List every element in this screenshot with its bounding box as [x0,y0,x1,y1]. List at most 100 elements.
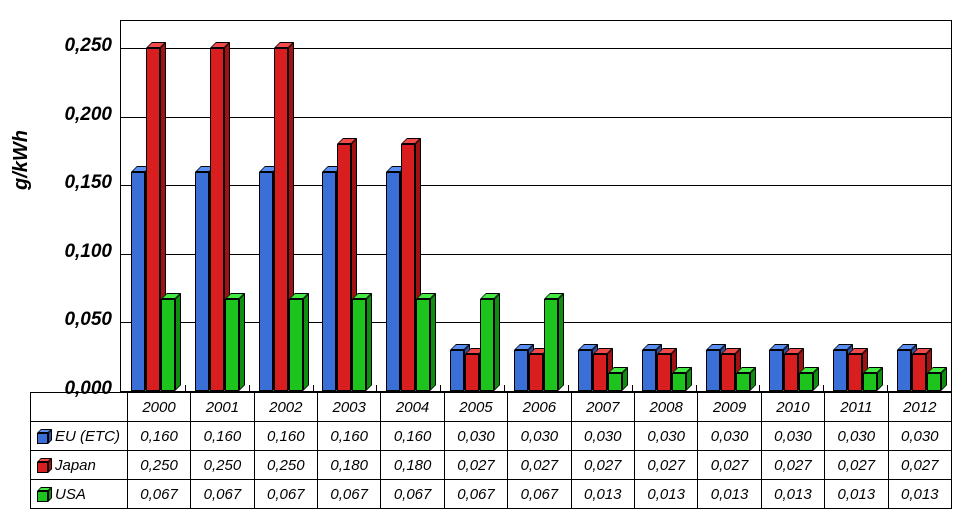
y-axis-label: g/kWh [10,130,33,190]
category-label: 2012 [888,393,951,422]
data-cell: 0,160 [254,422,317,451]
category-label: 2000 [127,393,190,422]
bar [672,367,692,391]
bar [416,293,436,391]
y-tick-label: 0,150 [52,172,112,194]
gridline [121,48,951,49]
data-cell: 0,067 [127,480,190,509]
bar [352,293,372,391]
data-cell: 0,030 [761,422,824,451]
data-table: 2000200120022003200420052006200720082009… [30,392,952,509]
gridline [121,117,951,118]
data-cell: 0,160 [381,422,444,451]
bar [480,293,500,391]
category-tick [440,385,441,391]
bar [608,367,628,391]
bar [736,367,756,391]
data-cell: 0,067 [508,480,571,509]
data-cell: 0,250 [127,451,190,480]
data-cell: 0,180 [381,451,444,480]
gridline [121,322,951,323]
data-cell: 0,250 [254,451,317,480]
category-tick [696,385,697,391]
data-cell: 0,030 [825,422,888,451]
category-label: 2009 [698,393,761,422]
category-label: 2002 [254,393,317,422]
category-label: 2001 [191,393,254,422]
legend-swatch [37,430,51,444]
data-cell: 0,250 [191,451,254,480]
y-tick-label: 0,100 [52,241,112,263]
legend-cell: Japan [31,451,128,480]
data-cell: 0,067 [444,480,507,509]
data-cell: 0,067 [254,480,317,509]
legend-cell: EU (ETC) [31,422,128,451]
y-tick-label: 0,250 [52,35,112,57]
legend-label: USA [55,486,86,503]
data-cell: 0,160 [318,422,381,451]
y-tick-label: 0,050 [52,309,112,331]
data-cell: 0,027 [698,451,761,480]
data-cell: 0,027 [825,451,888,480]
plot-area [120,20,952,392]
data-cell: 0,160 [127,422,190,451]
category-tick [504,385,505,391]
bar [544,293,564,391]
category-tick [249,385,250,391]
legend-label: Japan [55,457,96,474]
bar [161,293,181,391]
data-cell: 0,030 [508,422,571,451]
bar [863,367,883,391]
category-tick [759,385,760,391]
data-cell: 0,027 [571,451,634,480]
legend-cell: USA [31,480,128,509]
category-label: 2007 [571,393,634,422]
category-label: 2006 [508,393,571,422]
data-cell: 0,180 [318,451,381,480]
legend-swatch [37,459,51,473]
category-tick [887,385,888,391]
category-tick [823,385,824,391]
bar [799,367,819,391]
data-cell: 0,013 [571,480,634,509]
data-cell: 0,013 [698,480,761,509]
data-cell: 0,027 [761,451,824,480]
category-tick [185,385,186,391]
category-tick [313,385,314,391]
data-cell: 0,027 [634,451,697,480]
data-cell: 0,027 [444,451,507,480]
category-label: 2011 [825,393,888,422]
category-tick [568,385,569,391]
data-cell: 0,067 [191,480,254,509]
category-tick [951,385,952,391]
data-cell: 0,160 [191,422,254,451]
data-cell: 0,027 [508,451,571,480]
table-corner [31,393,128,422]
category-label: 2004 [381,393,444,422]
legend-label: EU (ETC) [55,428,120,445]
data-cell: 0,030 [698,422,761,451]
category-label: 2005 [444,393,507,422]
bar [225,293,245,391]
category-tick [632,385,633,391]
gridline [121,185,951,186]
category-label: 2003 [318,393,381,422]
y-tick-label: 0,200 [52,104,112,126]
category-label: 2010 [761,393,824,422]
bar [289,293,309,391]
data-cell: 0,013 [825,480,888,509]
data-cell: 0,030 [444,422,507,451]
data-cell: 0,027 [888,451,951,480]
chart-container: { "chart": { "type": "bar-3d-grouped", "… [0,0,975,513]
category-tick [376,385,377,391]
data-cell: 0,030 [571,422,634,451]
data-cell: 0,013 [888,480,951,509]
bar [927,367,947,391]
data-cell: 0,067 [381,480,444,509]
data-cell: 0,030 [634,422,697,451]
data-cell: 0,030 [888,422,951,451]
category-label: 2008 [634,393,697,422]
data-cell: 0,067 [318,480,381,509]
data-cell: 0,013 [634,480,697,509]
data-cell: 0,013 [761,480,824,509]
